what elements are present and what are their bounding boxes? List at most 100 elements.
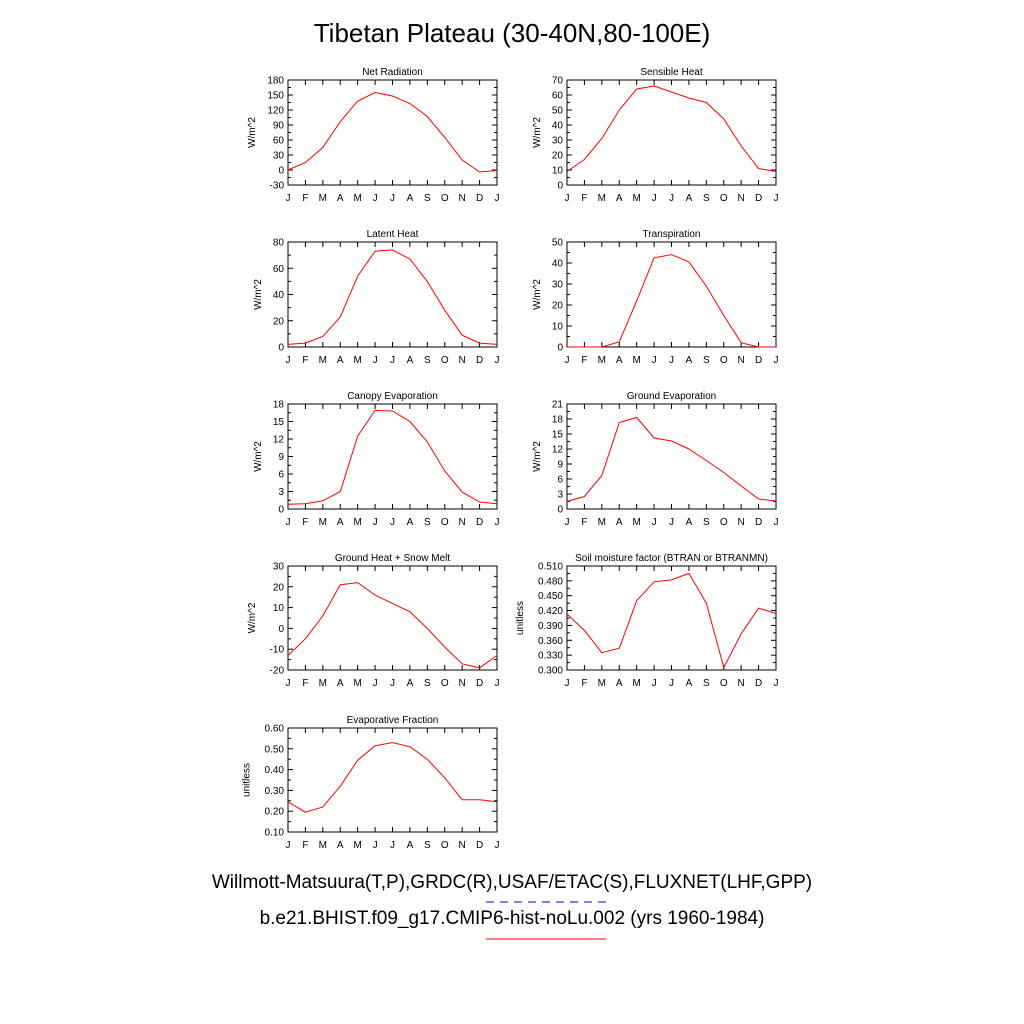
chart-title: Canopy Evaporation: [347, 391, 438, 402]
y-tick-label: 60: [273, 136, 285, 147]
x-tick-label: N: [459, 193, 466, 204]
x-tick-label: J: [286, 355, 291, 366]
x-tick-label: S: [703, 355, 710, 366]
y-tick-label: 18: [552, 415, 564, 426]
x-tick-label: J: [565, 678, 570, 689]
y-tick-label: 80: [273, 238, 285, 249]
x-tick-label: J: [390, 193, 395, 204]
chart-title: Net Radiation: [362, 67, 423, 78]
x-tick-label: J: [652, 193, 657, 204]
legend-label-model: b.e21.BHIST.f09_g17.CMIP6-hist-noLu.002 …: [259, 908, 765, 929]
x-tick-label: F: [302, 678, 308, 689]
y-axis-label: W/m^2: [253, 279, 264, 310]
y-tick-label: 0: [278, 343, 284, 354]
y-tick-label: 10: [552, 322, 564, 333]
y-tick-label: 20: [552, 301, 564, 312]
x-tick-label: O: [441, 678, 449, 689]
x-tick-label: F: [581, 678, 587, 689]
y-tick-label: 50: [552, 238, 564, 249]
x-tick-label: A: [616, 517, 623, 528]
y-tick-label: 0.480: [538, 576, 563, 587]
x-tick-label: A: [686, 678, 693, 689]
x-tick-label: A: [616, 678, 623, 689]
y-tick-label: 0.30: [265, 786, 285, 797]
x-tick-label: F: [581, 517, 587, 528]
x-tick-label: D: [755, 678, 762, 689]
y-tick-label: 9: [278, 452, 284, 463]
legend-label-observations: Willmott-Matsuura(T,P),GRDC(R),USAF/ETAC…: [211, 872, 813, 893]
x-tick-label: J: [565, 193, 570, 204]
x-tick-label: J: [774, 355, 779, 366]
x-tick-label: J: [286, 840, 291, 851]
x-tick-label: A: [407, 678, 414, 689]
series-line-model: [566, 416, 777, 502]
y-tick-label: 12: [273, 435, 285, 446]
y-tick-label: 90: [273, 121, 285, 132]
y-tick-label: 0: [557, 505, 563, 516]
y-tick-label: -30: [270, 181, 285, 192]
x-tick-label: A: [407, 840, 414, 851]
x-tick-label: J: [669, 517, 674, 528]
x-tick-label: M: [353, 517, 361, 528]
page-title: Tibetan Plateau (30-40N,80-100E): [313, 18, 711, 48]
y-tick-label: 0: [278, 505, 284, 516]
y-tick-label: 6: [557, 475, 563, 486]
y-tick-label: 0.390: [538, 621, 563, 632]
x-tick-label: N: [459, 678, 466, 689]
x-tick-label: J: [774, 193, 779, 204]
x-tick-label: F: [302, 193, 308, 204]
x-tick-label: J: [495, 355, 500, 366]
y-tick-label: 0.50: [265, 744, 285, 755]
x-tick-label: J: [652, 517, 657, 528]
x-tick-label: J: [390, 355, 395, 366]
y-tick-label: 0: [278, 624, 284, 635]
x-tick-label: A: [686, 355, 693, 366]
y-tick-label: 30: [552, 136, 564, 147]
series-line-model: [567, 254, 776, 348]
y-tick-label: 60: [552, 91, 564, 102]
y-tick-label: 0.40: [265, 765, 285, 776]
y-tick-label: -10: [270, 645, 285, 656]
x-tick-label: J: [495, 678, 500, 689]
x-tick-label: J: [495, 840, 500, 851]
x-tick-label: M: [632, 355, 640, 366]
y-tick-label: 9: [557, 460, 563, 471]
series-line-model: [287, 409, 498, 505]
y-tick-label: 70: [552, 76, 564, 87]
x-tick-label: F: [581, 193, 587, 204]
x-tick-label: F: [302, 517, 308, 528]
x-tick-label: J: [669, 678, 674, 689]
x-tick-label: M: [598, 355, 606, 366]
y-tick-label: 3: [557, 490, 563, 501]
x-tick-label: D: [755, 193, 762, 204]
y-tick-label: 20: [552, 151, 564, 162]
x-tick-label: A: [337, 193, 344, 204]
x-tick-label: O: [441, 840, 449, 851]
x-tick-label: J: [390, 517, 395, 528]
x-tick-label: J: [652, 678, 657, 689]
y-tick-label: 0.360: [538, 636, 563, 647]
x-tick-label: J: [373, 193, 378, 204]
y-axis-label: unitless: [242, 763, 253, 797]
x-tick-label: N: [738, 517, 745, 528]
x-tick-label: J: [286, 193, 291, 204]
y-tick-label: 10: [552, 166, 564, 177]
x-tick-label: J: [565, 517, 570, 528]
y-tick-label: 20: [273, 582, 285, 593]
chart-title: Transpiration: [643, 229, 701, 240]
x-tick-label: J: [286, 517, 291, 528]
chart-title: Sensible Heat: [640, 67, 702, 78]
x-tick-label: N: [459, 840, 466, 851]
series-line-model: [566, 85, 777, 172]
y-tick-label: 21: [552, 400, 564, 411]
y-tick-label: 150: [267, 91, 284, 102]
y-tick-label: 60: [273, 264, 285, 275]
x-tick-label: J: [495, 517, 500, 528]
y-tick-label: 40: [552, 121, 564, 132]
chart-title: Ground Heat + Snow Melt: [335, 553, 451, 564]
x-tick-label: M: [353, 355, 361, 366]
x-tick-label: J: [373, 355, 378, 366]
